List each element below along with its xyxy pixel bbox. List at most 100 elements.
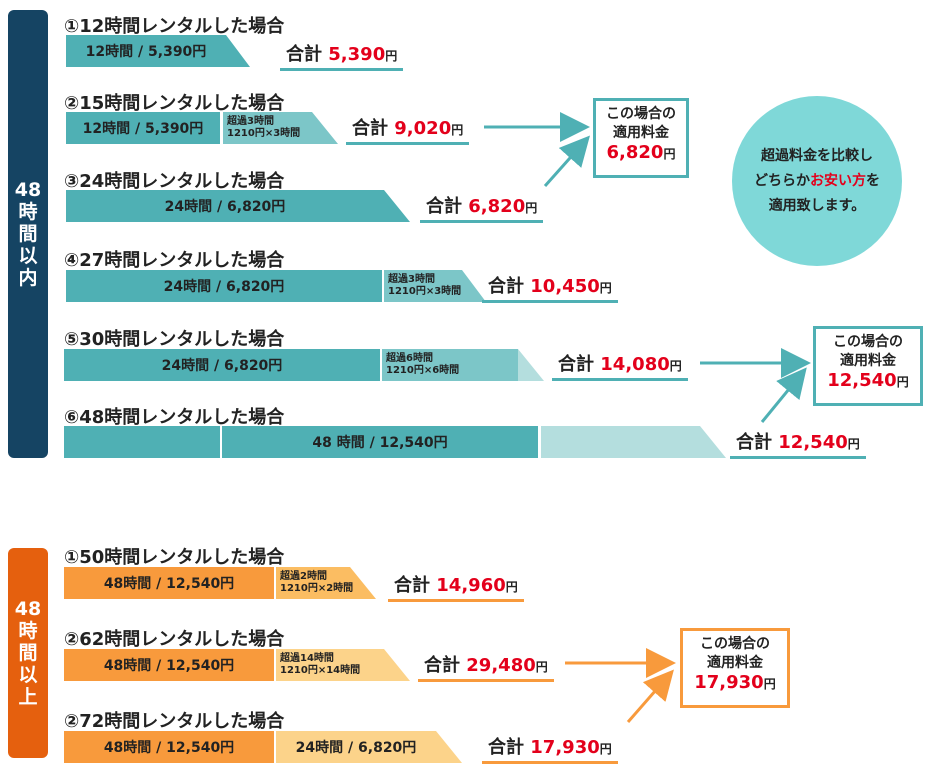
box-line1: この場合の	[833, 334, 903, 350]
total-amount: 合計 5,390円	[280, 40, 404, 71]
yen-unit: 円	[535, 660, 548, 674]
bar-segment-overtime: 超過6時間 1210円×6時間	[382, 349, 518, 381]
box-value: 17,930	[694, 672, 764, 693]
box-line1: この場合の	[606, 106, 676, 122]
overtime-calc: 1210円×14時間	[280, 665, 361, 676]
total-label: 合計	[352, 118, 388, 139]
side-label-char: 時	[18, 201, 38, 223]
box-line2: 適用料金	[613, 125, 669, 141]
total-label: 合計	[488, 737, 524, 758]
note-text: どちらか	[754, 172, 810, 189]
applied-rate-box: この場合の 適用料金 12,540円	[813, 326, 923, 406]
within-48h-label: 48 時 間 以 内	[8, 10, 48, 458]
total-value: 6,820	[468, 196, 526, 217]
bar-segment-overtime: 超過3時間 1210円×3時間	[223, 112, 312, 144]
overtime-calc: 1210円×6時間	[386, 365, 460, 376]
side-label-char: 以	[18, 664, 38, 686]
total-label: 合計	[424, 655, 460, 676]
bar-wedge	[700, 426, 726, 458]
side-label-char: 間	[18, 223, 38, 245]
comparison-note: 超過料金を比較し どちらかお安い方を 適用致します。	[732, 96, 902, 266]
overtime-hours: 超過3時間	[388, 274, 435, 285]
note-highlight: お安い方	[810, 172, 866, 189]
total-label: 合計	[736, 432, 772, 453]
total-amount: 合計 14,960円	[388, 571, 524, 602]
total-value: 10,450	[530, 276, 600, 297]
bar-segment-overtime: 超過3時間 1210円×3時間	[384, 270, 462, 302]
bar-wedge	[226, 35, 250, 67]
overtime-hours: 超過2時間	[280, 571, 327, 582]
bar-segment: 12時間 / 5,390円	[66, 112, 220, 144]
total-amount: 合計 9,020円	[346, 114, 470, 145]
bar-segment: 12時間 / 5,390円	[66, 35, 226, 67]
row-title: ⑤30時間レンタルした場合	[64, 329, 285, 350]
note-line2: どちらかお安い方を	[754, 169, 880, 194]
row-title: ①12時間レンタルした場合	[64, 16, 285, 37]
arrow	[626, 669, 674, 723]
bar-segment: 24時間 / 6,820円	[64, 349, 380, 381]
overtime-calc: 1210円×2時間	[280, 583, 354, 594]
bar-wedge	[436, 731, 462, 763]
yen-unit: 円	[599, 742, 612, 756]
applied-rate-box: この場合の 適用料金 6,820円	[593, 98, 689, 178]
total-value: 5,390	[328, 44, 386, 65]
yen-unit: 円	[847, 437, 860, 451]
total-amount: 合計 17,930円	[482, 733, 618, 764]
row-title: ④27時間レンタルした場合	[64, 250, 285, 271]
row-title: ⑥48時間レンタルした場合	[64, 407, 285, 428]
yen-unit: 円	[385, 49, 398, 63]
side-label-char: 48	[14, 179, 42, 201]
bar-segment	[541, 426, 700, 458]
yen-unit: 円	[505, 580, 518, 594]
overtime-hours: 超過14時間	[280, 653, 334, 664]
side-label-char: 間	[18, 642, 38, 664]
bar-segment: 48時間 / 12,540円	[64, 567, 274, 599]
bar-segment: 24時間 / 6,820円	[66, 270, 382, 302]
side-label-char: 以	[18, 245, 38, 267]
overtime-calc: 1210円×3時間	[388, 286, 462, 297]
total-value: 14,960	[436, 575, 506, 596]
bar-segment: 48 時間 / 12,540円	[222, 426, 538, 458]
bar-wedge	[462, 270, 486, 302]
yen-unit: 円	[896, 375, 909, 389]
row-title: ②62時間レンタルした場合	[64, 629, 285, 650]
side-label-char: 上	[18, 686, 38, 708]
total-value: 17,930	[530, 737, 600, 758]
bar-segment: 24時間 / 6,820円	[276, 731, 436, 763]
overtime-calc: 1210円×3時間	[227, 128, 301, 139]
box-line1: この場合の	[700, 636, 770, 652]
bar-wedge	[384, 190, 410, 222]
total-value: 14,080	[600, 354, 670, 375]
total-amount: 合計 12,540円	[730, 428, 866, 459]
note-text: を	[866, 172, 880, 189]
side-label-char: 48	[14, 598, 42, 620]
box-value: 12,540	[827, 370, 897, 391]
total-label: 合計	[558, 354, 594, 375]
total-label: 合計	[488, 276, 524, 297]
bar-wedge	[518, 349, 544, 381]
bar-segment: 48時間 / 12,540円	[64, 731, 274, 763]
total-amount: 合計 10,450円	[482, 272, 618, 303]
yen-unit: 円	[669, 359, 682, 373]
row-title: ①50時間レンタルした場合	[64, 547, 285, 568]
overtime-hours: 超過3時間	[227, 116, 274, 127]
bar-segment-overtime: 超過14時間 1210円×14時間	[276, 649, 384, 681]
note-line3: 適用致します。	[768, 197, 866, 214]
total-label: 合計	[426, 196, 462, 217]
yen-unit: 円	[525, 201, 538, 215]
bar-segment: 48時間 / 12,540円	[64, 649, 274, 681]
arrow	[760, 367, 807, 423]
total-value: 9,020	[394, 118, 452, 139]
total-amount: 合計 29,480円	[418, 651, 554, 682]
box-line2: 適用料金	[840, 353, 896, 369]
total-label: 合計	[286, 44, 322, 65]
bar-segment-overtime: 超過2時間 1210円×2時間	[276, 567, 354, 599]
arrow	[543, 135, 590, 187]
note-line1: 超過料金を比較し	[761, 147, 873, 164]
total-value: 29,480	[466, 655, 536, 676]
yen-unit: 円	[451, 123, 464, 137]
over-48h-label: 48 時 間 以 上	[8, 548, 48, 758]
box-line2: 適用料金	[707, 655, 763, 671]
total-amount: 合計 14,080円	[552, 350, 688, 381]
